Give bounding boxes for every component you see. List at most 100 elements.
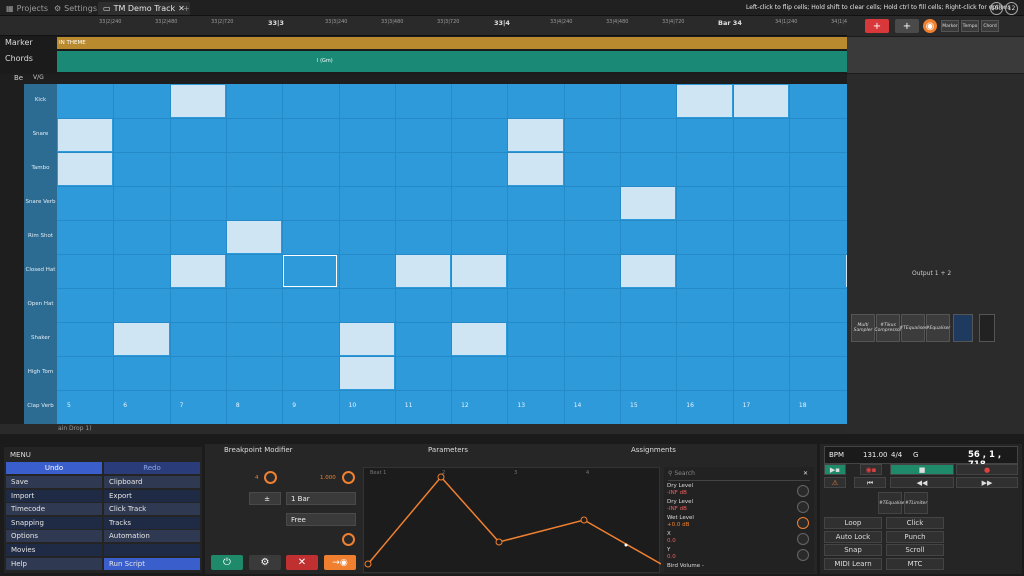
- menu-item[interactable]: Movies: [6, 544, 102, 556]
- velocity-gate-label[interactable]: V/G: [33, 74, 44, 81]
- tab-settings[interactable]: ⚙ Settings: [54, 2, 97, 15]
- plugin-multi-sampler[interactable]: Multi Sampler: [851, 314, 875, 342]
- fast-forward-button[interactable]: ▶▶: [956, 477, 1018, 488]
- position-display[interactable]: BPM 131.00 4/4 G 56 , 1 , 718: [824, 446, 1018, 464]
- depth-knob[interactable]: [342, 471, 355, 484]
- menu-item[interactable]: Clipboard: [104, 476, 200, 488]
- param-name[interactable]: Y: [667, 547, 670, 553]
- step-cell-selected[interactable]: [283, 255, 337, 287]
- param-assign-knob[interactable]: [797, 485, 809, 497]
- marker-track-label[interactable]: Marker: [0, 38, 57, 47]
- marker-clip[interactable]: IN THEME: [57, 37, 847, 49]
- param-assign-knob[interactable]: [797, 501, 809, 513]
- step-cell-on[interactable]: [508, 119, 562, 151]
- chord-toggle[interactable]: Chord: [981, 20, 999, 32]
- rewind-button[interactable]: ◀◀: [890, 477, 954, 488]
- param-name[interactable]: Bird Volume -: [667, 563, 704, 569]
- output-label[interactable]: Output 1 + 2: [912, 270, 951, 277]
- beat-track-label[interactable]: Be: [0, 74, 57, 84]
- param-name[interactable]: Wet Level: [667, 515, 694, 521]
- step-cell-on[interactable]: [58, 153, 112, 185]
- row-name[interactable]: Snare: [24, 131, 57, 137]
- plugin-equaliser-a[interactable]: #TEqualiser: [901, 314, 925, 342]
- rate-knob[interactable]: [264, 471, 277, 484]
- step-cell-on[interactable]: [734, 85, 788, 117]
- breakpoint-title[interactable]: Breakpoint Modifier: [224, 446, 293, 454]
- play-toggle-button[interactable]: ▶▪: [824, 464, 846, 475]
- settings-button[interactable]: ⚙: [249, 555, 281, 570]
- record-button[interactable]: ●: [956, 464, 1018, 475]
- param-assign-knob[interactable]: [797, 533, 809, 545]
- transport-toggle[interactable]: Click: [886, 517, 944, 529]
- chord-clip[interactable]: I (Gm): [57, 51, 847, 72]
- transport-toggle[interactable]: Auto Lock: [824, 531, 882, 543]
- plugin-equaliser-b[interactable]: #Equaliser: [926, 314, 950, 342]
- menu-item[interactable]: Save: [6, 476, 102, 488]
- plugin-limiter[interactable]: #TLimiter: [904, 492, 928, 514]
- menu-item[interactable]: Tracks: [104, 517, 200, 529]
- tab-demo-track[interactable]: ▭ TM Demo Track ✕: [98, 2, 190, 15]
- step-grid[interactable]: 5 6 7 8 9 10 11 12 13 14 15 16 17 18: [57, 84, 847, 424]
- warning-icon[interactable]: ⚠: [824, 477, 846, 488]
- redo-button[interactable]: Redo: [104, 462, 200, 474]
- add-tab-button[interactable]: +: [183, 2, 190, 15]
- plugin-compressor[interactable]: #Tikus Compressor: [876, 314, 900, 342]
- stop-button[interactable]: ■: [890, 464, 954, 475]
- transport-toggle[interactable]: MIDI Learn: [824, 558, 882, 570]
- step-cell-on[interactable]: [452, 255, 506, 287]
- transport-toggle[interactable]: Loop: [824, 517, 882, 529]
- row-name[interactable]: Shaker: [24, 335, 57, 341]
- step-cell-on[interactable]: [227, 221, 281, 253]
- tempo-toggle[interactable]: Tempo: [961, 20, 979, 32]
- fader[interactable]: [953, 314, 973, 342]
- menu-item[interactable]: Export: [104, 490, 200, 502]
- zoom-readout-b[interactable]: 12: [1005, 2, 1018, 15]
- transport-toggle[interactable]: Scroll: [886, 544, 944, 556]
- row-name[interactable]: High Tom: [24, 369, 57, 375]
- chords-track-label[interactable]: Chords: [0, 54, 57, 63]
- menu-item[interactable]: Help: [6, 558, 102, 570]
- record-icon[interactable]: ◉: [923, 19, 937, 33]
- sync-select[interactable]: Free: [286, 513, 356, 526]
- power-button[interactable]: ⏻: [211, 555, 243, 570]
- param-assign-knob[interactable]: [797, 549, 809, 561]
- add-track-button[interactable]: +: [865, 19, 889, 33]
- record-arm-button[interactable]: ◉▪: [860, 464, 882, 475]
- menu-item[interactable]: Automation: [104, 530, 200, 542]
- step-cell-on[interactable]: [452, 323, 506, 355]
- row-name[interactable]: Tambo: [24, 165, 57, 171]
- zoom-readout-a[interactable]: 100: [990, 2, 1003, 15]
- rewind-start-button[interactable]: ⏮: [854, 477, 886, 488]
- step-cell-on[interactable]: [677, 85, 731, 117]
- step-cell-on[interactable]: [114, 323, 168, 355]
- delete-button[interactable]: ✕: [286, 555, 318, 570]
- menu-item[interactable]: Import: [6, 490, 102, 502]
- tab-parameters[interactable]: Parameters: [428, 446, 468, 454]
- step-cell-on[interactable]: [340, 357, 394, 389]
- menu-item[interactable]: Click Track: [104, 503, 200, 515]
- undo-button[interactable]: Undo: [6, 462, 102, 474]
- step-cell-on[interactable]: [621, 187, 675, 219]
- curve-knob[interactable]: [342, 533, 355, 546]
- param-name[interactable]: X: [667, 531, 671, 537]
- clear-search-icon[interactable]: ✕: [803, 470, 808, 477]
- bar-select[interactable]: 1 Bar: [286, 492, 356, 505]
- transport-toggle[interactable]: MTC: [886, 558, 944, 570]
- plus-minus-button[interactable]: ±: [249, 492, 281, 505]
- row-name[interactable]: Closed Hat: [24, 267, 57, 273]
- tab-projects[interactable]: ▦ Projects: [6, 2, 48, 15]
- menu-item[interactable]: Options: [6, 530, 102, 542]
- step-cell-on[interactable]: [396, 255, 450, 287]
- step-cell-on[interactable]: [171, 255, 225, 287]
- tab-assignments[interactable]: Assignments: [631, 446, 676, 454]
- row-name[interactable]: Kick: [24, 97, 57, 103]
- menu-item[interactable]: Snapping: [6, 517, 102, 529]
- param-name[interactable]: Dry Level: [667, 483, 693, 489]
- breakpoint-graph[interactable]: Beat 1 2 3 4: [363, 467, 660, 573]
- transport-toggle[interactable]: Punch: [886, 531, 944, 543]
- transport-toggle[interactable]: Snap: [824, 544, 882, 556]
- row-name[interactable]: Clap Verb: [24, 403, 57, 409]
- step-cell-on[interactable]: [171, 85, 225, 117]
- step-cell-on[interactable]: [508, 153, 562, 185]
- plugin-equaliser[interactable]: #TEqualiser: [878, 492, 902, 514]
